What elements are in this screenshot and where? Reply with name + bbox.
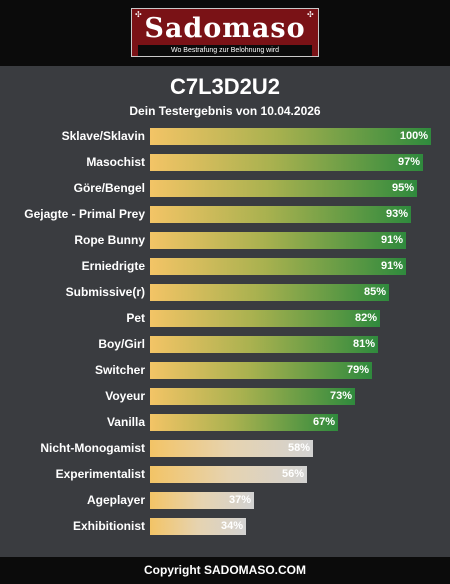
percent-label: 91% bbox=[380, 234, 403, 246]
result-row: Sklave/Sklavin 100% bbox=[0, 126, 450, 146]
result-row: Rope Bunny 91% bbox=[0, 230, 450, 250]
bar-track: 93% bbox=[150, 206, 431, 223]
percent-label: 73% bbox=[329, 390, 352, 402]
bar-track: 91% bbox=[150, 232, 431, 249]
bar-fill: 34% bbox=[150, 518, 246, 535]
result-row: Exhibitionist 34% bbox=[0, 516, 450, 536]
bar-fill: 67% bbox=[150, 414, 338, 431]
bar-fill: 82% bbox=[150, 310, 380, 327]
percent-label: 81% bbox=[352, 338, 375, 350]
category-label: Voyeur bbox=[105, 389, 145, 403]
bar-track: 85% bbox=[150, 284, 431, 301]
bar-track: 100% bbox=[150, 128, 431, 145]
footer-copyright: Copyright SADOMASO.COM bbox=[0, 557, 450, 584]
result-row: Ageplayer 37% bbox=[0, 490, 450, 510]
bar-fill: 97% bbox=[150, 154, 423, 171]
result-subtitle: Dein Testergebnis von 10.04.2026 bbox=[129, 104, 321, 118]
bar-track: 58% bbox=[150, 440, 431, 457]
result-row: Masochist 97% bbox=[0, 152, 450, 172]
bar-fill: 95% bbox=[150, 180, 417, 197]
bar-fill: 73% bbox=[150, 388, 355, 405]
bar-track: 97% bbox=[150, 154, 431, 171]
category-label: Erniedrigte bbox=[81, 259, 145, 273]
bar-fill: 81% bbox=[150, 336, 378, 353]
percent-label: 95% bbox=[391, 182, 414, 194]
percent-label: 100% bbox=[399, 130, 428, 142]
result-row: Submissive(r) 85% bbox=[0, 282, 450, 302]
percent-label: 34% bbox=[220, 520, 243, 532]
bar-fill: 58% bbox=[150, 440, 313, 457]
category-label: Rope Bunny bbox=[74, 233, 145, 247]
percent-label: 79% bbox=[346, 364, 369, 376]
bar-fill: 85% bbox=[150, 284, 389, 301]
percent-label: 82% bbox=[354, 312, 377, 324]
percent-label: 91% bbox=[380, 260, 403, 272]
result-row: Switcher 79% bbox=[0, 360, 450, 380]
result-code-title: C7L3D2U2 bbox=[169, 74, 281, 99]
bar-track: 91% bbox=[150, 258, 431, 275]
ornament-icon: ✣ bbox=[307, 10, 314, 19]
bar-track: 34% bbox=[150, 518, 431, 535]
category-label: Ageplayer bbox=[86, 493, 145, 507]
result-row: Voyeur 73% bbox=[0, 386, 450, 406]
bar-track: 81% bbox=[150, 336, 431, 353]
percent-label: 56% bbox=[281, 468, 304, 480]
category-label: Pet bbox=[126, 311, 145, 325]
bar-fill: 56% bbox=[150, 466, 307, 483]
logo-tagline: Wo Bestrafung zur Belohnung wird bbox=[138, 45, 312, 56]
percent-label: 93% bbox=[385, 208, 408, 220]
category-label: Exhibitionist bbox=[73, 519, 145, 533]
result-row: Experimentalist 56% bbox=[0, 464, 450, 484]
category-label: Sklave/Sklavin bbox=[61, 129, 145, 143]
result-row: Nicht-Monogamist 58% bbox=[0, 438, 450, 458]
result-row: Göre/Bengel 95% bbox=[0, 178, 450, 198]
bar-track: 67% bbox=[150, 414, 431, 431]
percent-label: 37% bbox=[228, 494, 251, 506]
percent-label: 67% bbox=[312, 416, 335, 428]
percent-label: 58% bbox=[287, 442, 310, 454]
bar-fill: 91% bbox=[150, 232, 406, 249]
bar-fill: 91% bbox=[150, 258, 406, 275]
result-row: Gejagte - Primal Prey 93% bbox=[0, 204, 450, 224]
bar-track: 37% bbox=[150, 492, 431, 509]
percent-label: 85% bbox=[363, 286, 386, 298]
bar-fill: 93% bbox=[150, 206, 411, 223]
bar-fill: 79% bbox=[150, 362, 372, 379]
category-label: Experimentalist bbox=[55, 467, 145, 481]
category-label: Gejagte - Primal Prey bbox=[24, 207, 145, 221]
category-label: Masochist bbox=[86, 155, 145, 169]
bar-track: 95% bbox=[150, 180, 431, 197]
bar-fill: 37% bbox=[150, 492, 254, 509]
header-bar: ✣ ✣ Sadomaso Wo Bestrafung zur Belohnung… bbox=[0, 0, 450, 66]
logo-name: Sadomaso bbox=[144, 13, 306, 44]
category-label: Boy/Girl bbox=[98, 337, 145, 351]
category-label: Nicht-Monogamist bbox=[40, 441, 145, 455]
result-row: Boy/Girl 81% bbox=[0, 334, 450, 354]
bar-track: 82% bbox=[150, 310, 431, 327]
bar-fill: 100% bbox=[150, 128, 431, 145]
category-label: Göre/Bengel bbox=[73, 181, 145, 195]
result-row: Vanilla 67% bbox=[0, 412, 450, 432]
category-label: Vanilla bbox=[106, 415, 145, 429]
category-label: Switcher bbox=[94, 363, 145, 377]
result-row: Erniedrigte 91% bbox=[0, 256, 450, 276]
bar-track: 73% bbox=[150, 388, 431, 405]
bar-track: 56% bbox=[150, 466, 431, 483]
result-row: Pet 82% bbox=[0, 308, 450, 328]
sadomaso-logo[interactable]: ✣ ✣ Sadomaso Wo Bestrafung zur Belohnung… bbox=[131, 8, 319, 57]
percent-label: 97% bbox=[397, 156, 420, 168]
ornament-icon: ✣ bbox=[135, 10, 142, 19]
category-label: Submissive(r) bbox=[65, 285, 145, 299]
bar-track: 79% bbox=[150, 362, 431, 379]
